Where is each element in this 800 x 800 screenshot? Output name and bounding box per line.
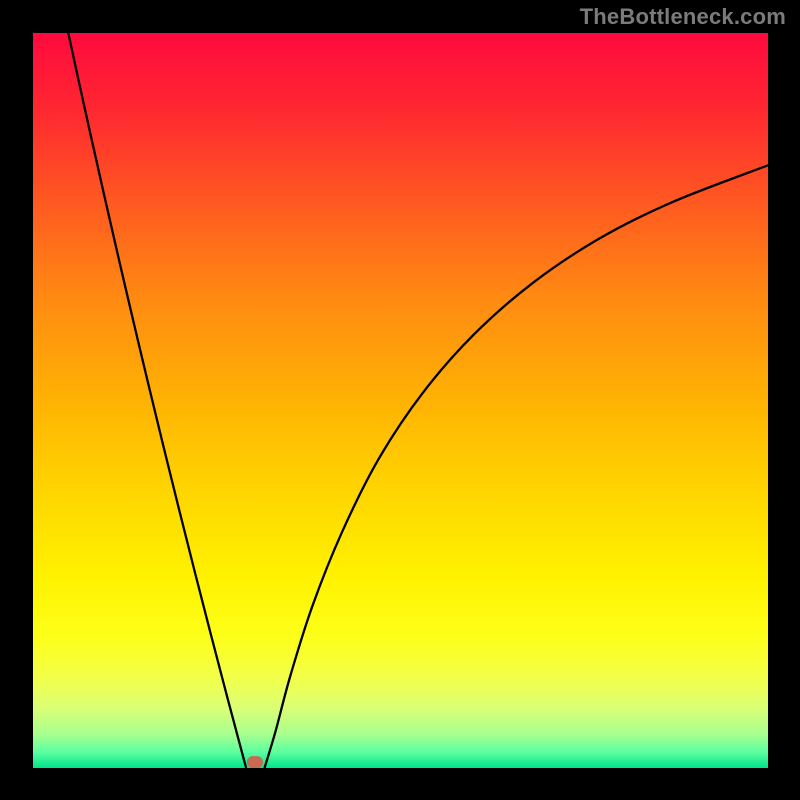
curve-layer: [33, 33, 768, 768]
curve-left-branch: [68, 33, 246, 768]
valley-marker: [247, 756, 263, 768]
plot-area: [33, 33, 768, 768]
watermark-text: TheBottleneck.com: [580, 4, 786, 30]
curve-right-branch: [265, 165, 768, 768]
chart-frame: TheBottleneck.com: [0, 0, 800, 800]
